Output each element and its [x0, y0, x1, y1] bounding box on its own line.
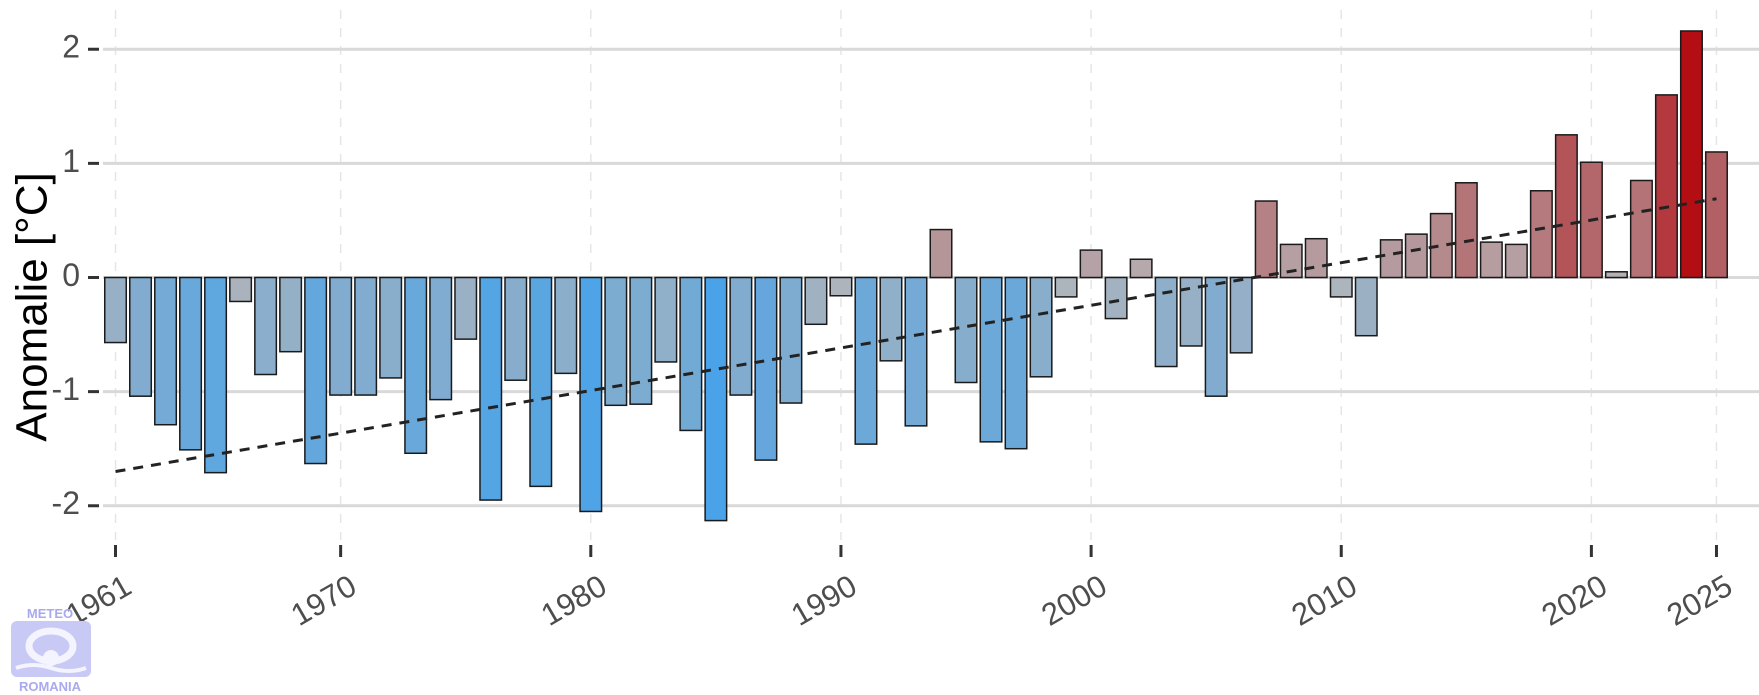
bar-2005 — [1204, 276, 1228, 397]
bar-1967 — [254, 276, 278, 376]
x-tick-label: 2020 — [1536, 568, 1613, 633]
bar-1986 — [729, 276, 753, 396]
meteo-romania-logo: METEO ROMANIA — [11, 606, 91, 694]
bar-1965 — [204, 276, 228, 474]
bar-1994 — [929, 228, 953, 279]
bar-1962 — [129, 276, 153, 397]
bar-1975 — [454, 276, 478, 340]
bar-1973 — [404, 276, 428, 455]
bar-2021 — [1604, 271, 1628, 279]
bar-1981 — [604, 276, 628, 407]
bar-2013 — [1404, 233, 1428, 279]
bar-1980 — [579, 276, 603, 513]
bar-2024 — [1679, 30, 1703, 279]
bar-1996 — [979, 276, 1003, 443]
bar-1976 — [479, 276, 503, 501]
logo-emblem-dot — [43, 650, 59, 666]
bars — [104, 30, 1728, 522]
bar-1964 — [179, 276, 203, 451]
bar-2011 — [1354, 276, 1378, 337]
bar-1988 — [779, 276, 803, 404]
bar-1991 — [854, 276, 878, 445]
bar-2016 — [1479, 241, 1503, 279]
y-tick-label: 0 — [62, 257, 80, 293]
bar-2008 — [1279, 243, 1303, 279]
bar-1987 — [754, 276, 778, 461]
y-tick-label: -2 — [52, 485, 80, 521]
bar-2009 — [1304, 237, 1328, 279]
bar-1963 — [154, 276, 178, 426]
x-tick-label: 1970 — [285, 568, 362, 633]
y-tick-label: 2 — [62, 29, 80, 65]
bar-2006 — [1229, 276, 1253, 354]
y-tick-label: 1 — [62, 143, 80, 179]
bar-1984 — [679, 276, 703, 432]
bar-2025 — [1704, 151, 1728, 279]
y-axis-label: Anomalie [°C] — [8, 172, 57, 441]
bar-2017 — [1504, 243, 1528, 279]
bar-2012 — [1379, 239, 1403, 279]
bar-2003 — [1154, 276, 1178, 368]
bar-1985 — [704, 276, 728, 522]
bar-2014 — [1429, 212, 1453, 279]
bar-1961 — [104, 276, 128, 344]
bar-1989 — [804, 276, 828, 326]
bar-1995 — [954, 276, 978, 384]
bar-1979 — [554, 276, 578, 375]
bar-1982 — [629, 276, 653, 405]
bar-1999 — [1054, 276, 1078, 298]
bar-2019 — [1554, 134, 1578, 279]
bar-1977 — [504, 276, 528, 381]
bar-1968 — [279, 276, 303, 353]
logo-bottom-text: ROMANIA — [19, 679, 82, 694]
bar-1971 — [354, 276, 378, 396]
bar-2018 — [1529, 190, 1553, 279]
x-tick-label: 2010 — [1286, 568, 1363, 633]
bar-2022 — [1629, 179, 1653, 279]
bar-2015 — [1454, 182, 1478, 279]
logo-top-text: METEO — [27, 606, 73, 621]
bar-2001 — [1104, 276, 1128, 320]
bar-1990 — [829, 276, 853, 297]
trend-line-group — [115, 197, 1717, 474]
bar-1970 — [329, 276, 353, 396]
x-tick-label: 1990 — [785, 568, 862, 633]
x-tick-label: 2000 — [1035, 568, 1112, 633]
y-tick-label: -1 — [52, 371, 80, 407]
bar-1966 — [229, 276, 253, 303]
bar-2010 — [1329, 276, 1353, 298]
x-tick-label: 2025 — [1661, 568, 1738, 633]
bar-2023 — [1654, 94, 1678, 279]
x-tick-label: 1980 — [535, 568, 612, 633]
bar-2007 — [1254, 200, 1278, 279]
bar-1993 — [904, 276, 928, 427]
bar-1998 — [1029, 276, 1053, 378]
bar-1983 — [654, 276, 678, 363]
bar-1969 — [304, 276, 328, 465]
trend-line — [115, 197, 1717, 474]
bar-1992 — [879, 276, 903, 362]
bar-2004 — [1179, 276, 1203, 347]
bar-2002 — [1129, 258, 1153, 279]
bar-1972 — [379, 276, 403, 379]
bar-2000 — [1079, 249, 1103, 279]
bar-1997 — [1004, 276, 1028, 450]
bar-1978 — [529, 276, 553, 488]
logo-emblem-waves — [15, 663, 87, 673]
bar-1974 — [429, 276, 453, 401]
